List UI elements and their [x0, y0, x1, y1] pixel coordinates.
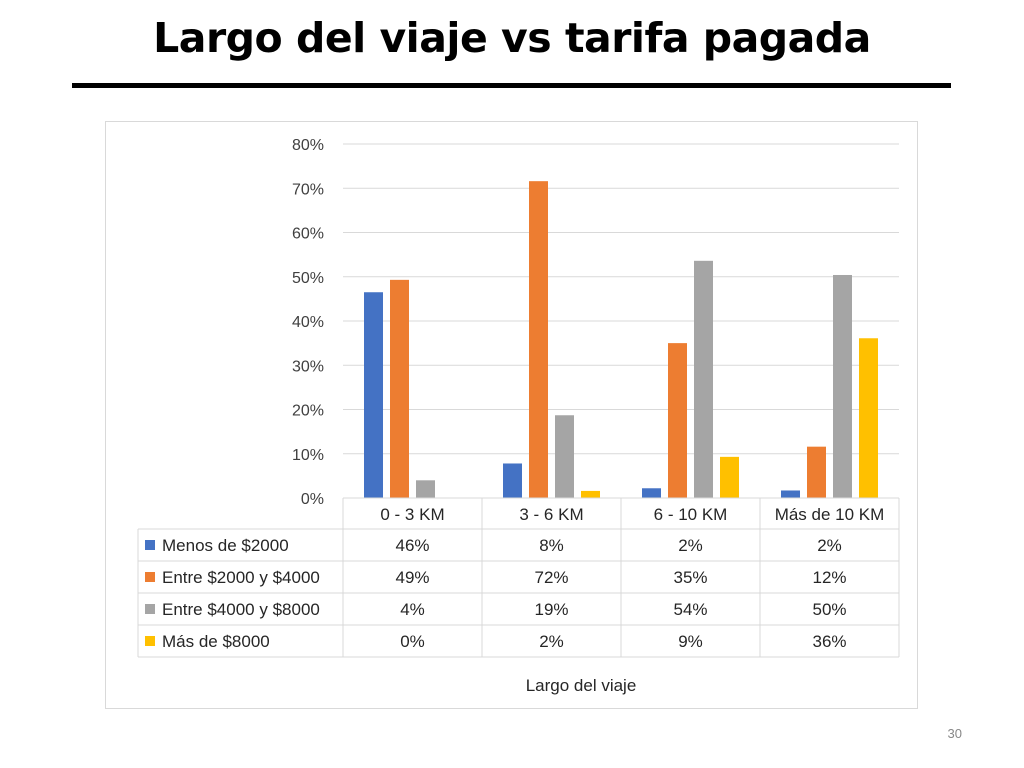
category-label: 6 - 10 KM: [654, 505, 728, 524]
series-label: Menos de $2000: [162, 536, 289, 555]
bar: [529, 181, 548, 499]
data-label: 72%: [534, 568, 568, 587]
bar: [503, 463, 522, 498]
bar: [781, 490, 800, 498]
bar: [859, 338, 878, 498]
bar: [833, 274, 852, 498]
legend-key: [145, 572, 155, 582]
legend-key: [145, 636, 155, 646]
data-label: 2%: [817, 536, 842, 555]
slide-title: Largo del viaje vs tarifa pagada: [153, 14, 871, 62]
bar: [416, 480, 435, 498]
y-tick-label: 10%: [292, 447, 324, 464]
y-tick-label: 70%: [292, 181, 324, 198]
data-label: 0%: [400, 632, 425, 651]
legend-key: [145, 604, 155, 614]
data-label: 35%: [673, 568, 707, 587]
y-tick-label: 0%: [301, 491, 324, 508]
data-label: 12%: [812, 568, 846, 587]
data-label: 46%: [395, 536, 429, 555]
legend-key: [145, 540, 155, 550]
series-label: Entre $2000 y $4000: [162, 568, 320, 587]
bar: [581, 490, 600, 498]
y-tick-label: 30%: [292, 358, 324, 375]
title-underline: [72, 83, 951, 88]
category-label: Más de 10 KM: [775, 505, 885, 524]
data-label: 2%: [539, 632, 564, 651]
data-label: 54%: [673, 600, 707, 619]
category-label: 0 - 3 KM: [380, 505, 444, 524]
data-label: 49%: [395, 568, 429, 587]
bar: [390, 279, 409, 498]
category-label: 3 - 6 KM: [519, 505, 583, 524]
bar: [668, 343, 687, 498]
y-tick-label: 50%: [292, 270, 324, 287]
bar: [642, 488, 661, 498]
data-label: 9%: [678, 632, 703, 651]
chart-frame: 0% 10% 20% 30% 40% 50% 60% 70% 80% 0 - 3 KM 3 - 6 …: [105, 121, 918, 709]
slide-number: 30: [947, 726, 962, 741]
y-tick-label: 60%: [292, 226, 324, 243]
series-label: Entre $4000 y $8000: [162, 600, 320, 619]
y-tick-label: 20%: [292, 403, 324, 420]
data-label: 36%: [812, 632, 846, 651]
data-label: 50%: [812, 600, 846, 619]
bar: [364, 292, 383, 498]
y-tick-label: 80%: [292, 137, 324, 154]
bar: [555, 415, 574, 498]
data-label: 2%: [678, 536, 703, 555]
bar: [807, 446, 826, 498]
chart-svg: 0% 10% 20% 30% 40% 50% 60% 70% 80% 0 - 3 KM 3 - 6 …: [137, 137, 900, 695]
series-label: Más de $8000: [162, 632, 270, 651]
x-axis-title: Largo del viaje: [526, 676, 637, 695]
data-label: 19%: [534, 600, 568, 619]
bar: [694, 260, 713, 498]
data-label: 8%: [539, 536, 564, 555]
data-label: 4%: [400, 600, 425, 619]
bar: [720, 456, 739, 498]
y-tick-label: 40%: [292, 314, 324, 331]
